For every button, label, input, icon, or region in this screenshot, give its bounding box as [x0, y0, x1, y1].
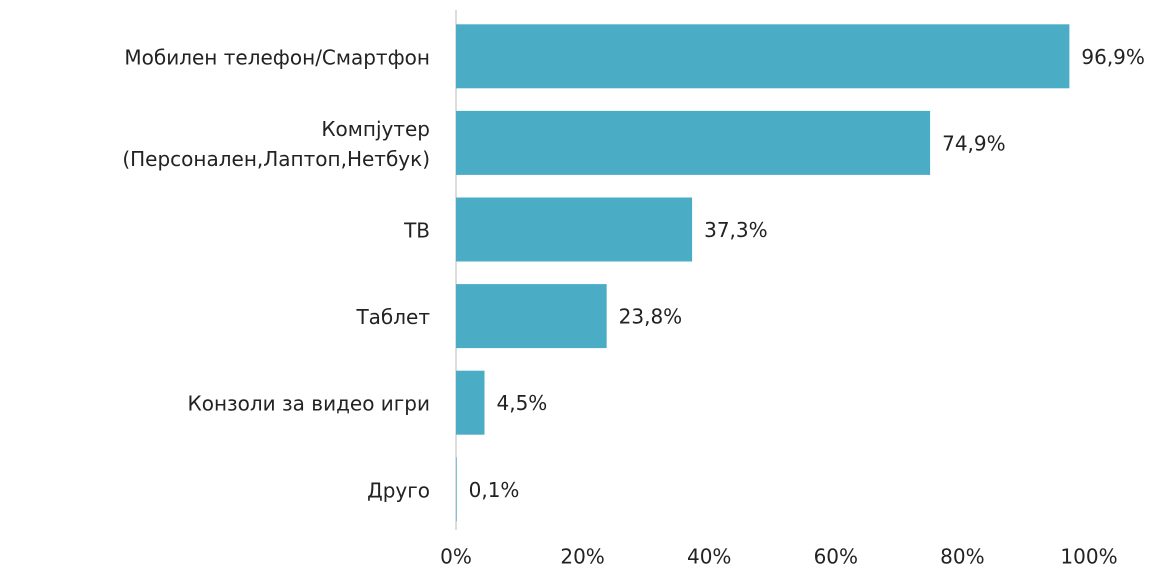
x-tick-label: 80% [940, 545, 984, 569]
x-tick-label: 100% [1060, 545, 1117, 569]
y-tick-label: Конзоли за видео игри [188, 391, 430, 415]
y-tick-label: Таблет [355, 305, 430, 329]
y-tick-label: Компјутер (Персонален,Лаптоп,Нетбук) [122, 116, 430, 170]
value-label: 96,9% [1081, 45, 1145, 69]
bar [456, 284, 607, 349]
x-tick-label: 40% [687, 545, 731, 569]
bar [456, 370, 485, 435]
bar [456, 197, 693, 262]
value-label: 4,5% [496, 391, 547, 415]
value-label: 74,9% [942, 131, 1006, 155]
bar [456, 24, 1070, 89]
bar [456, 457, 457, 522]
x-tick-label: 0% [440, 545, 472, 569]
y-tick-label: ТВ [403, 218, 430, 242]
value-label: 23,8% [619, 305, 683, 329]
y-tick-label: Друго [367, 478, 430, 502]
value-label: 37,3% [704, 218, 768, 242]
value-label: 0,1% [469, 478, 520, 502]
x-tick-label: 60% [814, 545, 858, 569]
y-tick-label: Мобилен телефон/Смартфон [124, 45, 430, 69]
bar [456, 110, 931, 175]
x-tick-label: 20% [560, 545, 604, 569]
